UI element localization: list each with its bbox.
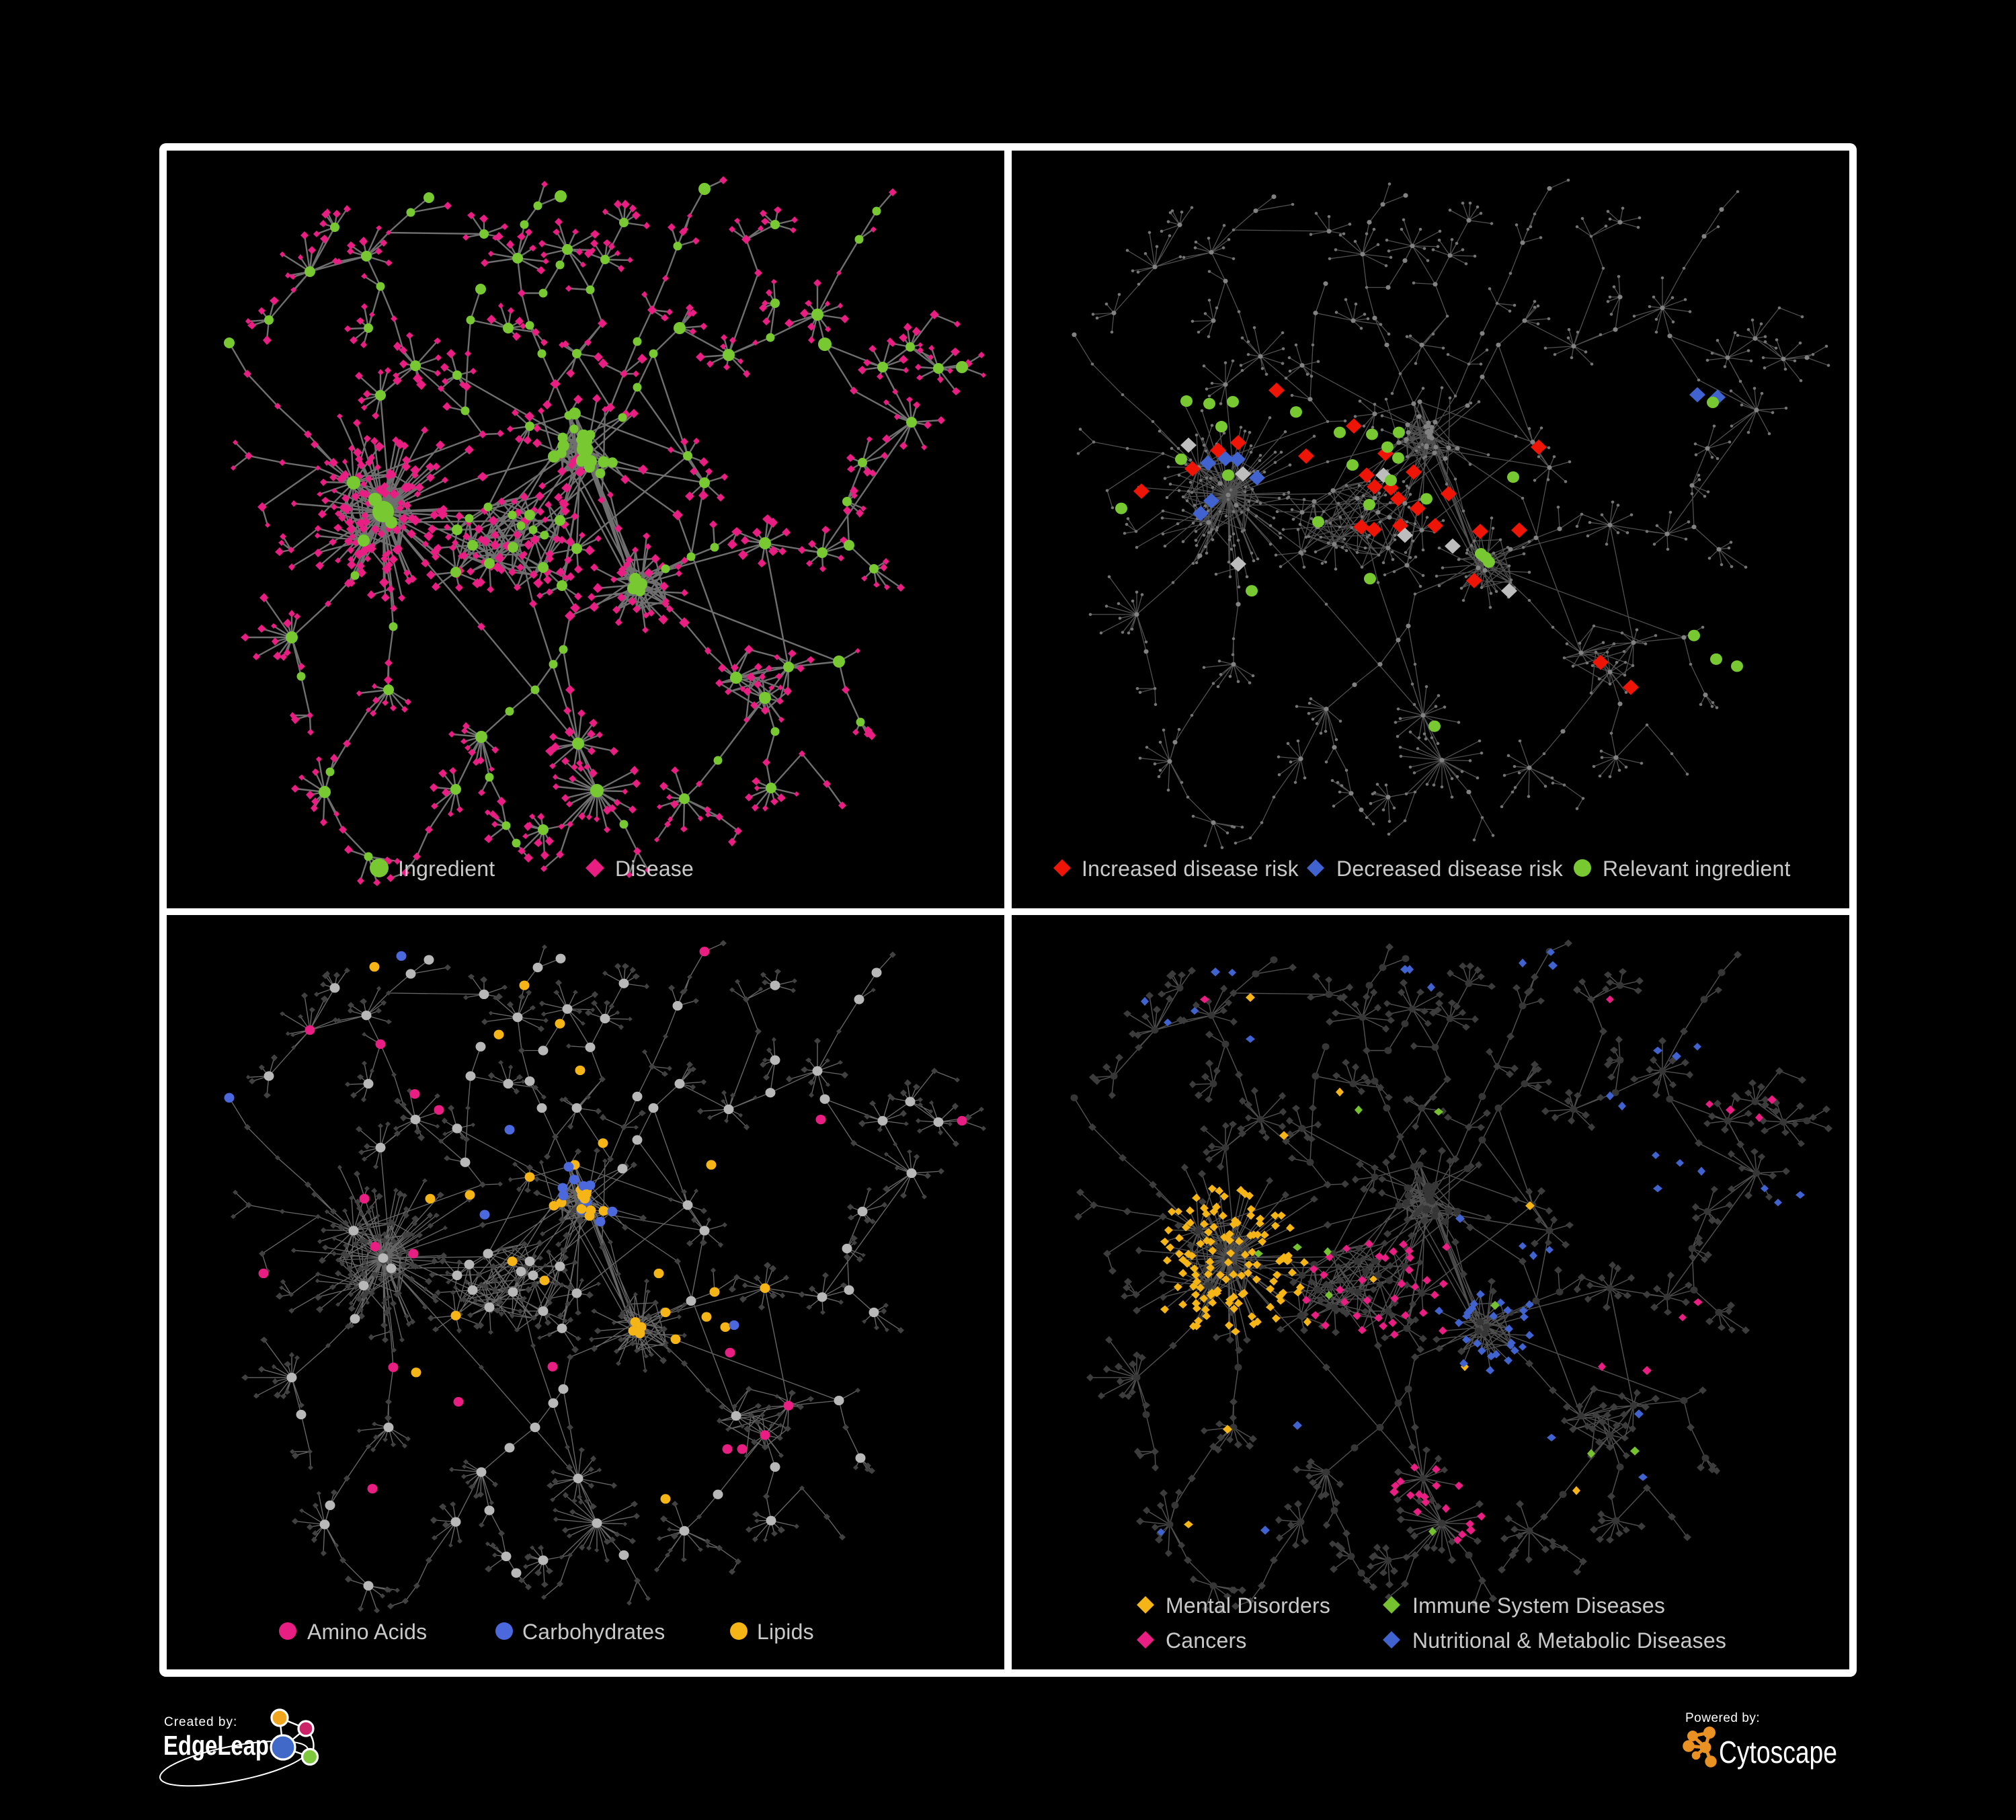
svg-text:EdgeLeap: EdgeLeap <box>163 1730 269 1761</box>
svg-text:Lipids: Lipids <box>757 1620 814 1644</box>
svg-text:Ingredient: Ingredient <box>398 857 495 881</box>
svg-text:Carbohydrates: Carbohydrates <box>522 1620 666 1644</box>
svg-text:Cancers: Cancers <box>1166 1628 1247 1653</box>
svg-text:Powered by:: Powered by: <box>1685 1711 1760 1725</box>
svg-text:Relevant ingredient: Relevant ingredient <box>1603 857 1791 881</box>
svg-text:Increased disease risk: Increased disease risk <box>1082 857 1299 881</box>
svg-text:Nutritional & Metabolic Diseas: Nutritional & Metabolic Diseases <box>1412 1628 1726 1653</box>
svg-text:Cytoscape: Cytoscape <box>1719 1735 1837 1770</box>
svg-text:Mental Disorders: Mental Disorders <box>1166 1593 1330 1618</box>
svg-text:Disease: Disease <box>615 857 694 881</box>
svg-text:Amino Acids: Amino Acids <box>307 1620 427 1644</box>
svg-text:Immune System Diseases: Immune System Diseases <box>1412 1593 1665 1618</box>
svg-text:Created by:: Created by: <box>164 1715 237 1729</box>
svg-text:Decreased disease risk: Decreased disease risk <box>1336 857 1564 881</box>
